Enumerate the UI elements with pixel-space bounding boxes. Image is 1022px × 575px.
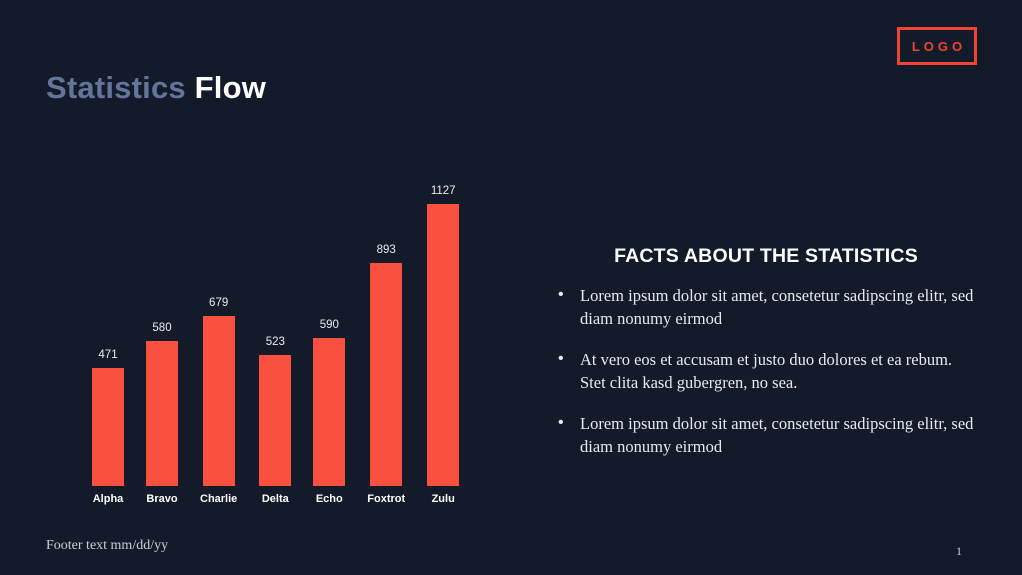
footer-text: Footer text mm/dd/yy [46,538,169,553]
title-part-muted: Statistics [46,70,186,105]
facts-bullet: At vero eos et accusam et justo duo dolo… [556,348,976,395]
logo-label: LOGO [911,38,967,54]
bar-chart: 471 Alpha 580 Bravo 679 Charlie 523 Delta 590 Ech… [92,185,460,505]
category-label: Echo [315,493,343,505]
category-label: Alpha [92,493,124,505]
logo: LOGO [897,27,977,65]
page-number: 1 [956,544,962,558]
bar-column: 580 Bravo [146,322,178,505]
category-label: Delta [261,493,289,505]
facts-list: Lorem ipsum dolor sit amet, consetetur s… [556,284,976,459]
bar [92,368,124,486]
category-label: Zulu [431,493,455,505]
bar-value-label: 580 [152,322,172,334]
category-label: Foxtrot [367,493,406,505]
bar [313,338,346,486]
bar [202,316,235,486]
bar [146,341,178,486]
bar-value-label: 471 [98,349,118,361]
facts-panel: FACTS ABOUT THE STATISTICS Lorem ipsum d… [556,245,976,476]
bar-value-label: 590 [319,319,339,331]
bar-column: 471 Alpha [92,349,124,505]
title-part-bright [186,70,195,105]
category-label: Charlie [200,493,238,505]
facts-heading: FACTS ABOUT THE STATISTICS [614,245,918,267]
category-label: Bravo [146,493,178,505]
bar [427,204,460,486]
bar-value-label: 893 [376,244,396,256]
bar-column: 679 Charlie [200,297,237,505]
bar-value-label: 523 [265,336,285,348]
facts-bullet: Lorem ipsum dolor sit amet, consetetur s… [556,412,976,459]
bar-column: 1127 Zulu [427,185,460,505]
bar-column: 893 Foxtrot [367,244,405,505]
bar [259,355,292,486]
facts-bullet: Lorem ipsum dolor sit amet, consetetur s… [556,284,976,331]
bar [370,263,403,486]
bar-value-label: 1127 [430,185,456,197]
bar-value-label: 679 [209,297,229,309]
title-part-bright-text: Flow [194,70,267,105]
bar-column: 523 Delta [259,336,292,505]
page-title: Statistics Flow [46,70,266,106]
bar-column: 590 Echo [313,319,346,505]
